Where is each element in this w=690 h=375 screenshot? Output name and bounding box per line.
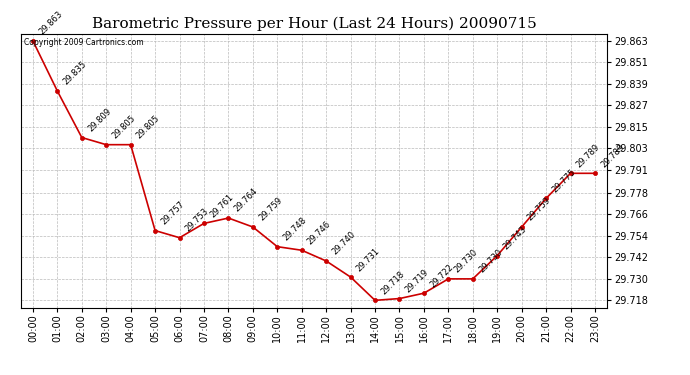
Text: 29.863: 29.863 xyxy=(37,10,64,37)
Text: 29.757: 29.757 xyxy=(159,200,186,226)
Text: 29.764: 29.764 xyxy=(233,187,259,214)
Text: 29.746: 29.746 xyxy=(306,219,333,246)
Text: 29.740: 29.740 xyxy=(331,230,357,257)
Text: 29.748: 29.748 xyxy=(282,216,308,243)
Text: 29.789: 29.789 xyxy=(599,142,626,169)
Text: 29.719: 29.719 xyxy=(404,267,431,294)
Text: 29.743: 29.743 xyxy=(502,225,529,252)
Text: 29.730: 29.730 xyxy=(453,248,480,275)
Text: 29.775: 29.775 xyxy=(550,167,578,194)
Text: Copyright 2009 Cartronics.com: Copyright 2009 Cartronics.com xyxy=(23,38,144,47)
Text: 29.759: 29.759 xyxy=(526,196,553,223)
Text: 29.731: 29.731 xyxy=(355,246,382,273)
Text: 29.805: 29.805 xyxy=(110,114,137,141)
Text: 29.718: 29.718 xyxy=(380,269,406,296)
Text: 29.730: 29.730 xyxy=(477,248,504,275)
Text: 29.789: 29.789 xyxy=(575,142,602,169)
Text: 29.835: 29.835 xyxy=(61,60,88,87)
Text: 29.722: 29.722 xyxy=(428,262,455,289)
Text: 29.809: 29.809 xyxy=(86,106,113,134)
Text: 29.759: 29.759 xyxy=(257,196,284,223)
Text: 29.761: 29.761 xyxy=(208,192,235,219)
Text: 29.805: 29.805 xyxy=(135,114,161,141)
Text: 29.753: 29.753 xyxy=(184,207,210,234)
Title: Barometric Pressure per Hour (Last 24 Hours) 20090715: Barometric Pressure per Hour (Last 24 Ho… xyxy=(92,17,536,31)
